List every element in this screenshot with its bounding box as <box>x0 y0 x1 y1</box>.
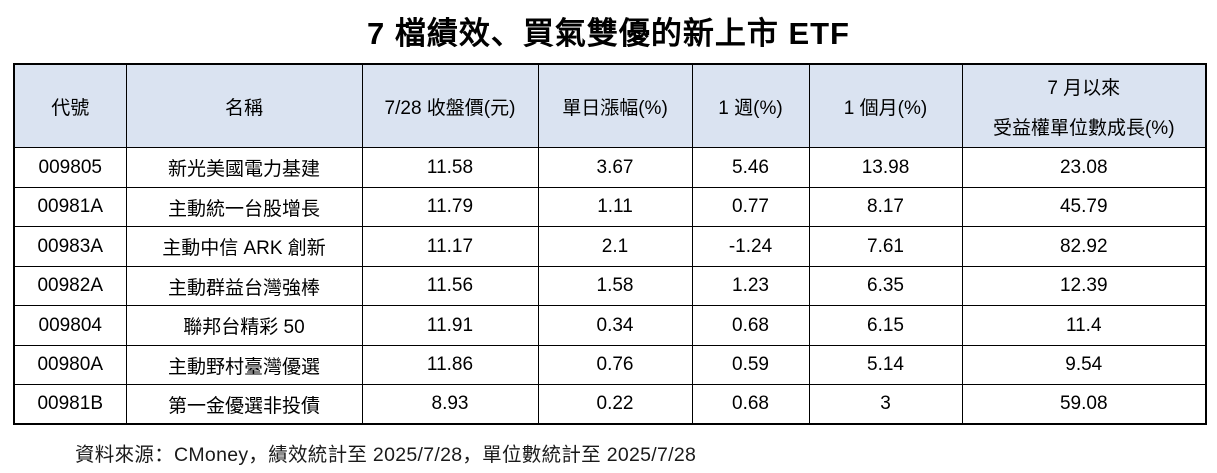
column-header-unit-growth-line1: 7 月以來 <box>1047 77 1121 99</box>
cell-close-price: 11.56 <box>361 265 539 307</box>
cell-1week: 0.77 <box>691 186 810 228</box>
cell-1month: 13.98 <box>808 147 963 188</box>
cell-daily-change: 2.1 <box>537 226 693 267</box>
column-header-daily-change: 單日漲幅(%) <box>537 63 693 149</box>
table-row: 00983A 主動中信 ARK 創新 11.17 2.1 -1.24 7.61 … <box>13 226 1207 267</box>
cell-daily-change: 1.11 <box>537 186 693 228</box>
cell-name: 主動野村臺灣優選 <box>125 344 363 386</box>
cell-close-price: 8.93 <box>361 384 539 425</box>
column-header-1month: 1 個月(%) <box>808 63 963 149</box>
cell-daily-change: 0.34 <box>537 305 693 346</box>
cell-unit-growth: 9.54 <box>961 344 1207 386</box>
cell-1month: 6.15 <box>808 305 963 346</box>
cell-1month: 3 <box>808 384 963 425</box>
table-row: 009805 新光美國電力基建 11.58 3.67 5.46 13.98 23… <box>13 147 1207 188</box>
table-row: 009804 聯邦台精彩 50 11.91 0.34 0.68 6.15 11.… <box>13 305 1207 346</box>
column-header-name: 名稱 <box>125 63 363 149</box>
column-header-code: 代號 <box>13 63 127 149</box>
cell-code: 009805 <box>13 147 127 188</box>
table-row: 00981A 主動統一台股增長 11.79 1.11 0.77 8.17 45.… <box>13 186 1207 228</box>
cell-1month: 7.61 <box>808 226 963 267</box>
cell-code: 00980A <box>13 344 127 386</box>
cell-close-price: 11.58 <box>361 147 539 188</box>
table-header-row: 代號 名稱 7/28 收盤價(元) 單日漲幅(%) 1 週(%) 1 個月(%)… <box>13 63 1207 149</box>
cell-close-price: 11.86 <box>361 344 539 386</box>
page-title: 7 檔績效、買氣雙優的新上市 ETF <box>366 16 850 51</box>
cell-code: 00982A <box>13 265 127 307</box>
cell-code: 00981B <box>13 384 127 425</box>
cell-1month: 6.35 <box>808 265 963 307</box>
cell-1week: 0.59 <box>691 344 810 386</box>
cell-daily-change: 3.67 <box>537 147 693 188</box>
data-source-note: 資料來源：CMoney，績效統計至 2025/7/28，單位數統計至 2025/… <box>75 444 697 467</box>
cell-daily-change: 0.22 <box>537 384 693 425</box>
cell-unit-growth: 12.39 <box>961 265 1207 307</box>
cell-code: 00981A <box>13 186 127 228</box>
cell-close-price: 11.17 <box>361 226 539 267</box>
cell-name: 主動統一台股增長 <box>125 186 363 228</box>
table-row: 00980A 主動野村臺灣優選 11.86 0.76 0.59 5.14 9.5… <box>13 344 1207 386</box>
cell-unit-growth: 11.4 <box>961 305 1207 346</box>
cell-1week: 0.68 <box>691 384 810 425</box>
cell-1week: 5.46 <box>691 147 810 188</box>
cell-code: 00983A <box>13 226 127 267</box>
cell-1week: -1.24 <box>691 226 810 267</box>
etf-performance-table: 代號 名稱 7/28 收盤價(元) 單日漲幅(%) 1 週(%) 1 個月(%)… <box>13 62 1207 426</box>
cell-name: 主動中信 ARK 創新 <box>125 226 363 267</box>
cell-daily-change: 1.58 <box>537 265 693 307</box>
cell-name: 新光美國電力基建 <box>125 147 363 188</box>
column-header-1week: 1 週(%) <box>691 63 810 149</box>
cell-name: 聯邦台精彩 50 <box>125 305 363 346</box>
cell-unit-growth: 23.08 <box>961 147 1207 188</box>
column-header-unit-growth-line2: 受益權單位數成長(%) <box>992 117 1175 139</box>
cell-1month: 5.14 <box>808 344 963 386</box>
table-row: 00981B 第一金優選非投債 8.93 0.22 0.68 3 59.08 <box>13 384 1207 425</box>
cell-code: 009804 <box>13 305 127 346</box>
cell-unit-growth: 82.92 <box>961 226 1207 267</box>
table-row: 00982A 主動群益台灣強棒 11.56 1.58 1.23 6.35 12.… <box>13 265 1207 307</box>
cell-unit-growth: 45.79 <box>961 186 1207 228</box>
cell-1week: 0.68 <box>691 305 810 346</box>
cell-name: 主動群益台灣強棒 <box>125 265 363 307</box>
cell-unit-growth: 59.08 <box>961 384 1207 425</box>
column-header-close-price: 7/28 收盤價(元) <box>361 63 539 149</box>
column-header-unit-growth: 7 月以來 受益權單位數成長(%) <box>961 63 1207 149</box>
cell-1month: 8.17 <box>808 186 963 228</box>
cell-close-price: 11.91 <box>361 305 539 346</box>
cell-daily-change: 0.76 <box>537 344 693 386</box>
cell-1week: 1.23 <box>691 265 810 307</box>
cell-close-price: 11.79 <box>361 186 539 228</box>
cell-name: 第一金優選非投債 <box>125 384 363 425</box>
